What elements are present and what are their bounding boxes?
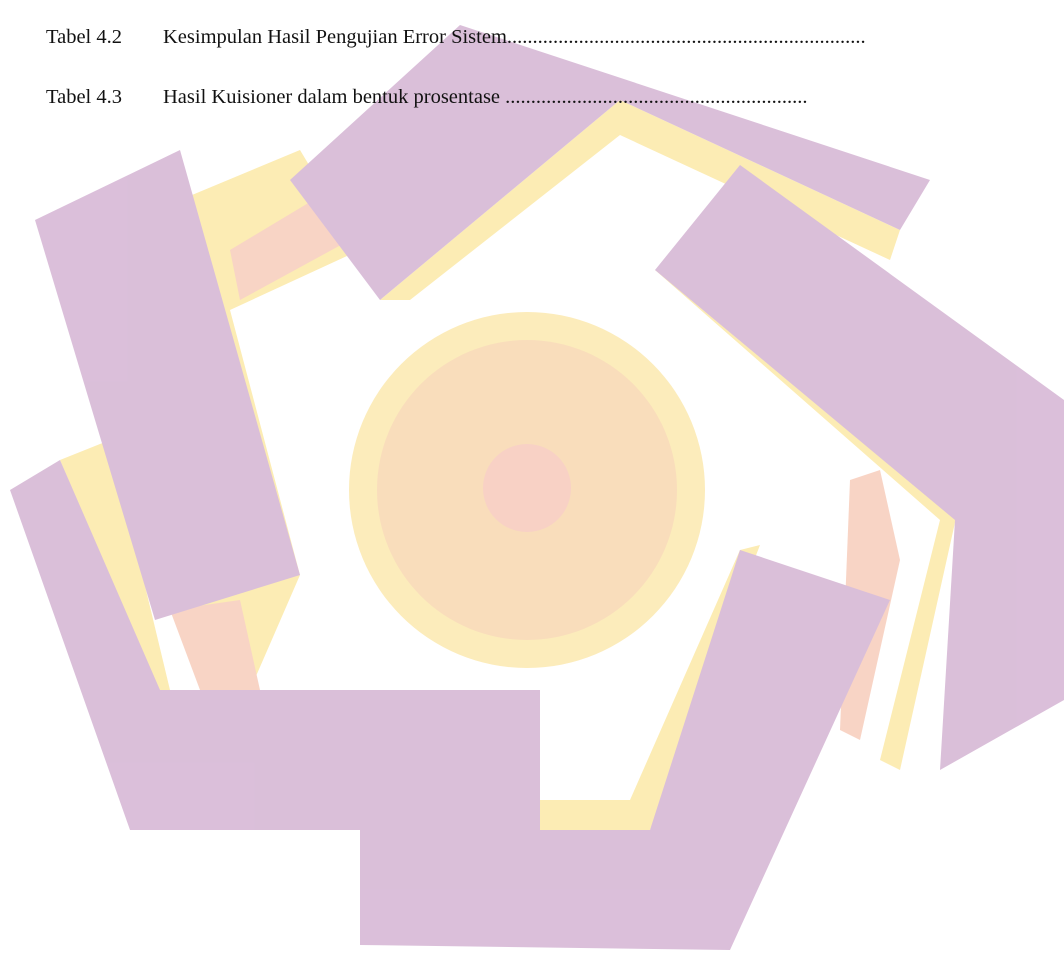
page: Tabel 4.2Kesimpulan Hasil Pengujian Erro…: [0, 0, 1064, 978]
table-title: Hasil Kuisioner dalam bentuk prosentase: [163, 86, 500, 108]
table-title: Kesimpulan Hasil Pengujian Error Sistem: [163, 26, 507, 48]
leader-dots: ........................................…: [507, 26, 866, 48]
table-label: Tabel 4.3: [46, 82, 163, 112]
table-label: Tabel 4.2: [46, 22, 163, 52]
watermark-logo: [0, 0, 1064, 978]
leader-dots: ........................................…: [500, 86, 808, 108]
